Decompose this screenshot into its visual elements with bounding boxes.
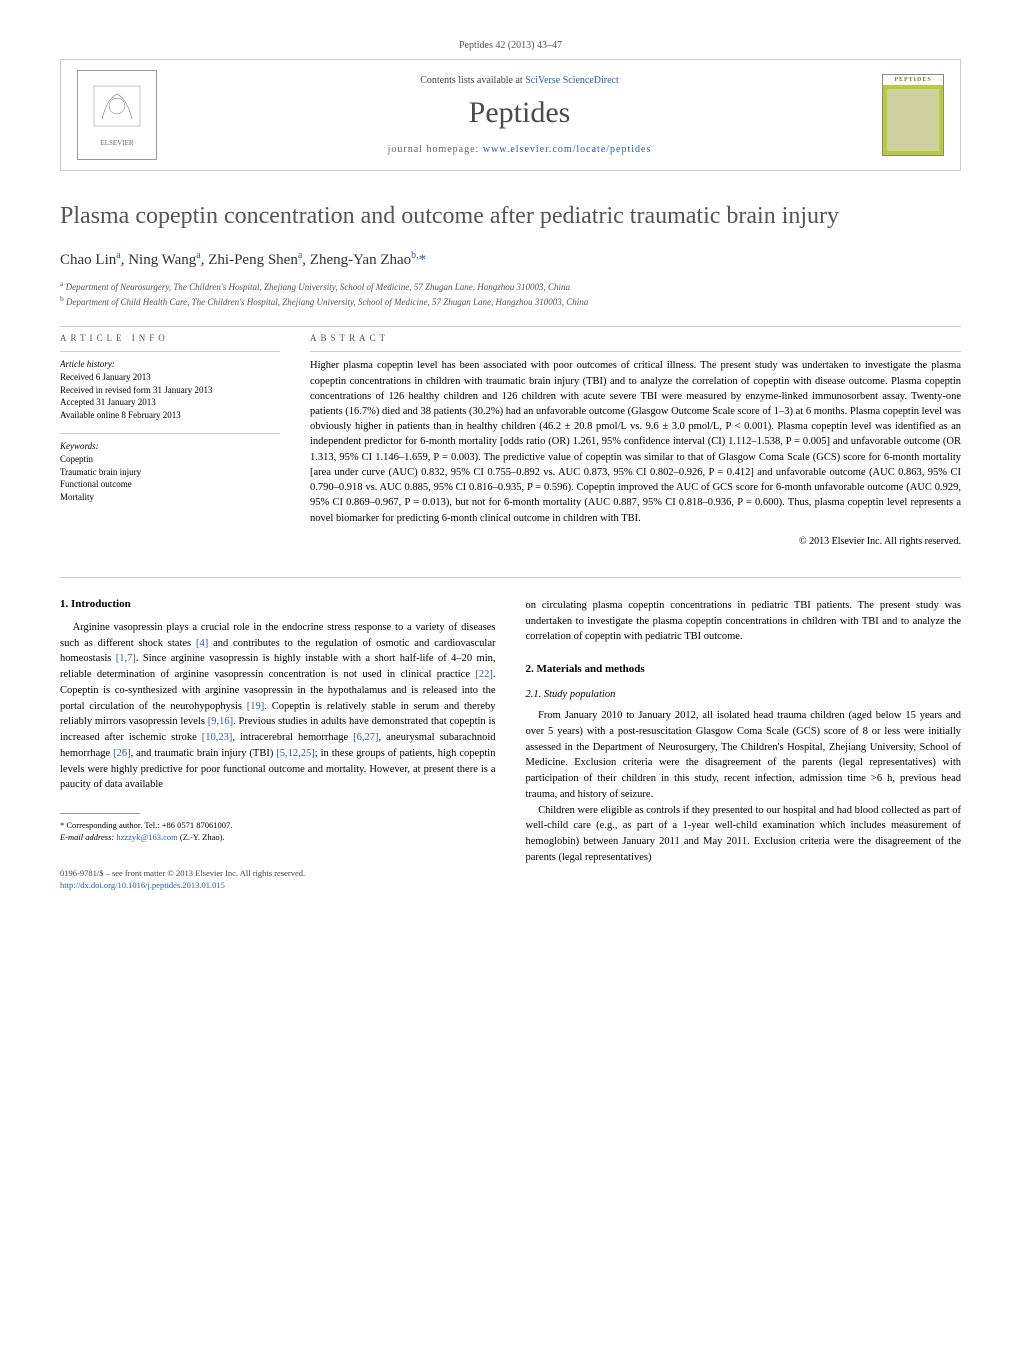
body-column-left: 1. Introduction Arginine vasopressin pla… [60,598,496,892]
sciencedirect-link[interactable]: SciVerse ScienceDirect [525,75,619,86]
history-received: Received 6 January 2013 [60,371,280,384]
keyword: Traumatic brain injury [60,466,280,479]
abstract-heading: ABSTRACT [310,333,961,343]
keyword: Mortality [60,491,280,504]
keywords-label: Keywords: [60,440,280,453]
body-columns: 1. Introduction Arginine vasopressin pla… [60,598,961,892]
abstract-column: ABSTRACT Higher plasma copeptin level ha… [310,333,961,546]
footnote-separator [60,813,140,814]
methods-paragraph: From January 2010 to January 2012, all i… [526,708,962,803]
publisher-logo-label: ELSEVIER [100,139,133,147]
intro-paragraph: Arginine vasopressin plays a crucial rol… [60,620,496,793]
journal-homepage-link[interactable]: www.elsevier.com/locate/peptides [483,144,652,155]
article-title: Plasma copeptin concentration and outcom… [60,201,961,232]
history-accepted: Accepted 31 January 2013 [60,396,280,409]
history-label: Article history: [60,358,280,371]
publisher-logo: ELSEVIER [77,70,157,160]
history-revised: Received in revised form 31 January 2013 [60,384,280,397]
methods-paragraph: Children were eligible as controls if th… [526,803,962,866]
front-matter-block: 0196-9781/$ – see front matter © 2013 El… [60,868,496,892]
cover-label: PEPTIDES [883,75,943,85]
intro-paragraph-cont: on circulating plasma copeptin concentra… [526,598,962,645]
doi-link[interactable]: http://dx.doi.org/10.1016/j.peptides.201… [60,880,225,890]
body-column-right: on circulating plasma copeptin concentra… [526,598,962,892]
authors: Chao Lina, Ning Wanga, Zhi-Peng Shena, Z… [60,250,961,269]
abstract-text: Higher plasma copeptin level has been as… [310,358,961,525]
journal-header: ELSEVIER Contents lists available at Sci… [60,59,961,171]
section-heading-intro: 1. Introduction [60,598,496,610]
article-info-heading: ARTICLE INFO [60,333,280,343]
copyright: © 2013 Elsevier Inc. All rights reserved… [310,536,961,547]
corresponding-author-footnote: * Corresponding author. Tel.: +86 0571 8… [60,820,496,844]
journal-cover-thumb: PEPTIDES [882,74,944,156]
email-link[interactable]: hzzzyk@163.com [116,832,177,842]
divider [60,326,961,327]
keyword: Copeptin [60,453,280,466]
keyword: Functional outcome [60,478,280,491]
subsection-heading-study-pop: 2.1. Study population [526,689,962,700]
affiliations: a Department of Neurosurgery, The Childr… [60,279,961,308]
history-online: Available online 8 February 2013 [60,409,280,422]
homepage-line: journal homepage: www.elsevier.com/locat… [157,144,882,155]
journal-name: Peptides [157,96,882,130]
contents-line: Contents lists available at SciVerse Sci… [157,75,882,86]
section-heading-methods: 2. Materials and methods [526,663,962,675]
article-info-column: ARTICLE INFO Article history: Received 6… [60,333,280,546]
running-head: Peptides 42 (2013) 43–47 [60,40,961,51]
